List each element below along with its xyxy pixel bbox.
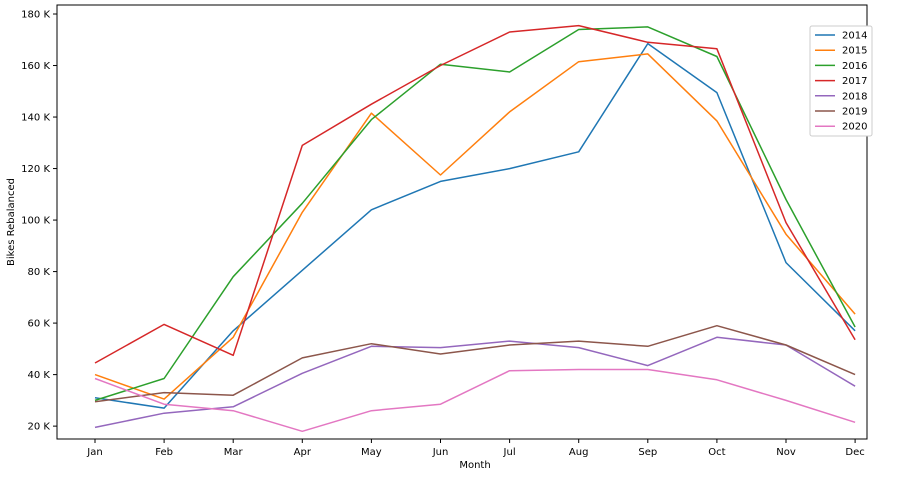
legend-box [809,25,873,137]
y-tick-label: 140 K [21,113,50,124]
series-line-2019 [94,324,856,403]
x-axis-title: Month [459,460,490,471]
y-axis-title: Bikes Rebalanced [6,178,17,266]
series-line-2020 [94,368,856,433]
y-tick-label: 60 K [28,319,51,330]
y-tick-label: 20 K [28,422,51,433]
x-tick-label: Apr [294,447,312,458]
x-tick-label: Mar [224,447,244,458]
legend: 2014 2015 2016 2017 2018 2019 2020 [809,25,873,137]
y-tick-label: 40 K [28,370,51,381]
x-tick-label: Nov [776,447,796,458]
x-tick-label: Aug [569,447,589,458]
x-tick-label: May [361,447,382,458]
y-tick-label: 120 K [21,164,50,175]
series-line-2017 [94,24,856,364]
legend-label-2015: 2015 [842,46,867,57]
y-axis: 20 K 40 K 60 K 80 K 100 K 120 K 140 K 160 K 180 … [21,10,57,433]
plot-frame [56,4,868,440]
legend-label-2014: 2014 [842,31,867,42]
x-tick-label: Jun [432,447,449,458]
legend-label-2016: 2016 [842,61,867,72]
x-tick-label: Jul [503,447,516,458]
series-line-2014 [94,42,856,409]
series-line-2018 [94,336,856,429]
y-tick-label: 100 K [21,216,50,227]
y-tick-label: 80 K [28,267,51,278]
x-tick-label: Oct [708,447,725,458]
y-tick-label: 160 K [21,61,50,72]
legend-label-2018: 2018 [842,91,867,102]
legend-label-2019: 2019 [842,107,867,118]
legend-label-2017: 2017 [842,76,867,87]
series-line-2015 [94,53,856,400]
legend-label-2020: 2020 [842,122,867,133]
series-lines [94,24,856,433]
x-tick-label: Jan [86,447,102,458]
x-tick-label: Dec [845,447,864,458]
x-tick-label: Sep [638,447,657,458]
x-tick-label: Feb [155,447,173,458]
series-line-2016 [94,26,856,402]
x-axis: Jan Feb Mar Apr May Jun Jul Aug Sep Oct Nov Dec [86,439,865,458]
y-tick-label: 180 K [21,10,50,21]
